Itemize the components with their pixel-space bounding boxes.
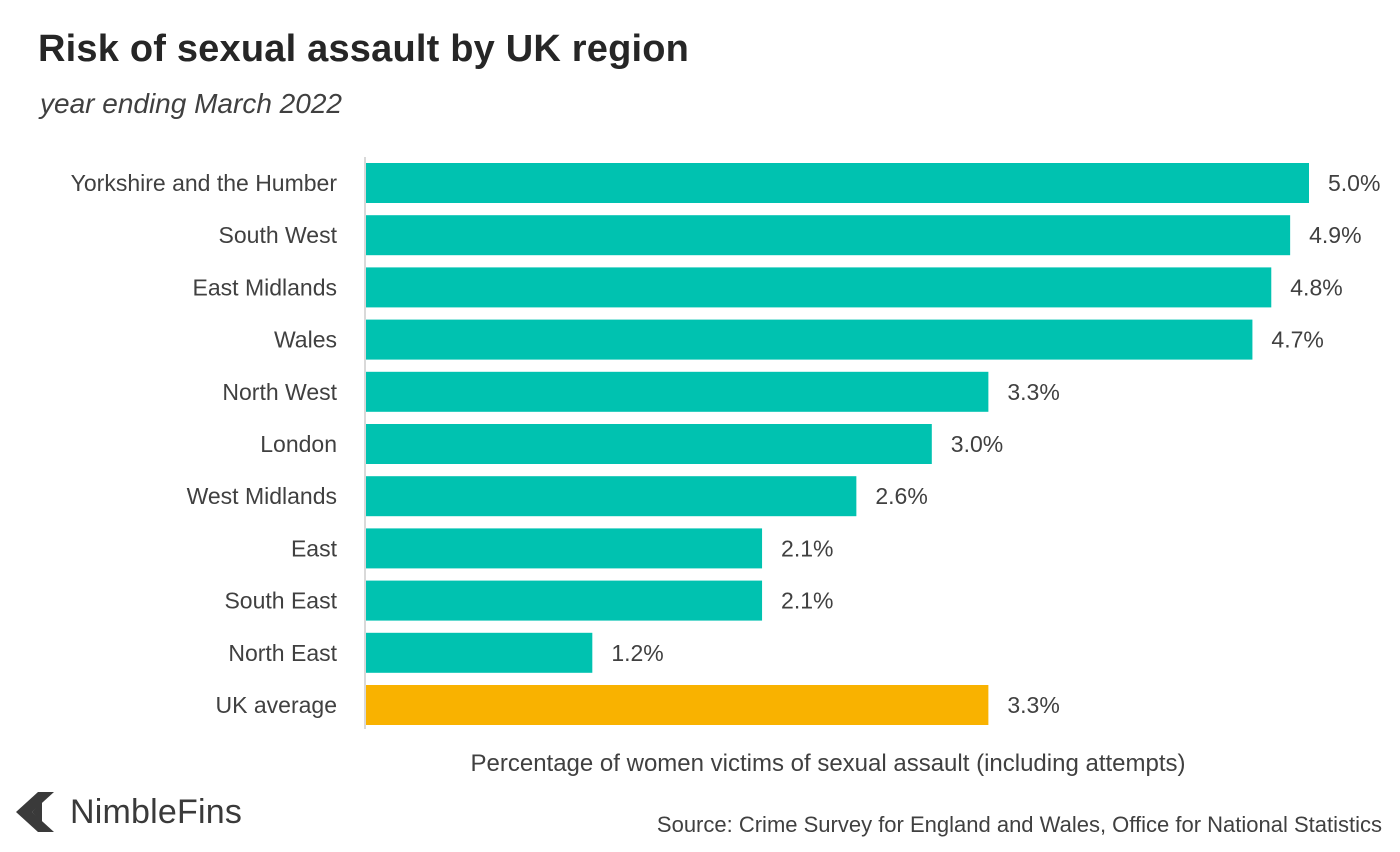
data-label-east-midlands: 4.8% — [1290, 274, 1342, 300]
category-label-london: London — [260, 431, 337, 457]
chevron-left-icon — [16, 792, 54, 832]
bar-east — [366, 528, 763, 569]
bar-south-east — [366, 580, 763, 621]
category-label-west-midlands: West Midlands — [187, 483, 337, 509]
data-label-yorkshire-and-the-humber: 5.0% — [1328, 170, 1380, 196]
category-label-south-east: South East — [224, 588, 337, 614]
bar-north-east — [366, 632, 593, 673]
logo-text: NimbleFins — [70, 792, 243, 831]
data-label-london: 3.0% — [951, 431, 1003, 457]
category-label-east-midlands: East Midlands — [193, 274, 337, 300]
category-label-uk-average: UK average — [216, 692, 337, 718]
bar-wales — [366, 319, 1253, 360]
category-label-east: East — [291, 535, 338, 561]
data-label-south-west: 4.9% — [1309, 222, 1361, 248]
bars-layer: Yorkshire and the Humber 5.0% South West 4.… — [71, 163, 1380, 725]
data-label-south-east: 2.1% — [781, 588, 833, 614]
x-axis-label: Percentage of women victims of sexual as… — [471, 750, 1186, 777]
bar-north-west — [366, 371, 989, 412]
chart-title: Risk of sexual assault by UK region — [38, 28, 690, 70]
category-label-north-east: North East — [228, 640, 337, 666]
bar-yorkshire-and-the-humber — [366, 163, 1309, 203]
data-label-uk-average: 3.3% — [1007, 692, 1059, 718]
data-label-east: 2.1% — [781, 535, 833, 561]
bar-west-midlands — [366, 476, 857, 517]
data-label-north-east: 1.2% — [611, 640, 663, 666]
category-label-south-west: South West — [219, 222, 338, 248]
data-label-wales: 4.7% — [1271, 327, 1323, 353]
data-label-west-midlands: 2.6% — [875, 483, 927, 509]
chart-subtitle: year ending March 2022 — [40, 88, 342, 119]
category-label-yorkshire-and-the-humber: Yorkshire and the Humber — [71, 170, 338, 196]
category-label-wales: Wales — [274, 327, 337, 353]
data-label-north-west: 3.3% — [1007, 379, 1059, 405]
bar-east-midlands — [366, 267, 1272, 308]
nimblefins-logo: NimbleFins — [12, 790, 242, 834]
bar-uk-average — [366, 685, 989, 725]
category-label-north-west: North West — [222, 379, 337, 405]
bar-london — [366, 424, 932, 464]
source-note: Source: Crime Survey for England and Wal… — [656, 812, 1382, 837]
bar-south-west — [366, 215, 1291, 256]
